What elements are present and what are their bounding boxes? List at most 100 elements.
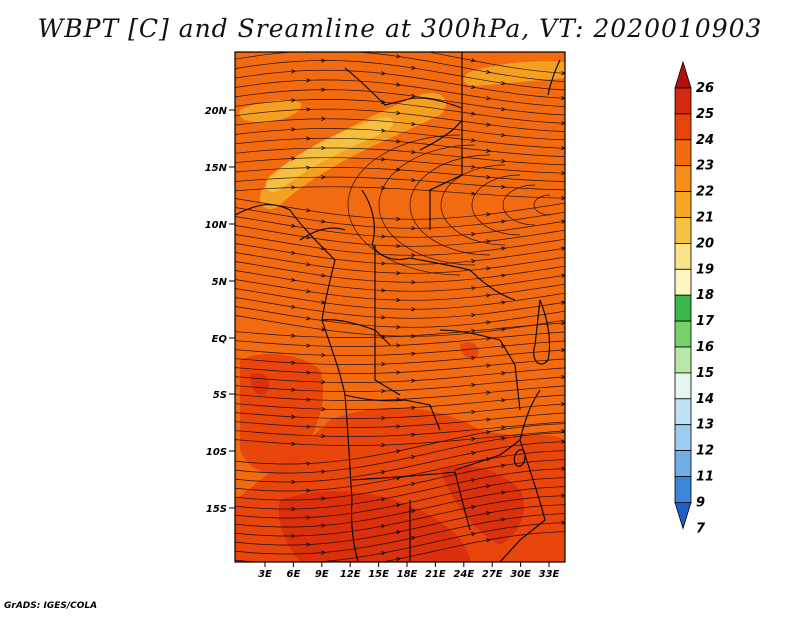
- lon-tick-label: 30E: [510, 569, 531, 580]
- streamline-arrow: [561, 71, 565, 76]
- streamline-arrow: [396, 324, 401, 330]
- colorbar: 26 25 24 23 22 21 20 19 18 17 16 15 14 13 12 11 9 7: [674, 60, 715, 536]
- streamline-arrow: [291, 479, 296, 485]
- streamline-arrow: [306, 165, 311, 170]
- streamline-arrow: [321, 87, 326, 92]
- streamline-arrow: [291, 127, 296, 132]
- streamline-arrow: [501, 371, 506, 376]
- streamline-arrow: [411, 93, 416, 98]
- streamline-arrow: [381, 234, 386, 239]
- map-plot-area: [235, 41, 565, 573]
- streamline-arrow: [471, 232, 476, 237]
- streamline-arrow: [471, 313, 476, 318]
- border-line: [374, 245, 401, 396]
- streamline-curl: [502, 184, 536, 226]
- lat-tick-label: EQ: [212, 334, 228, 345]
- streamline-arrow: [291, 156, 296, 161]
- colorbar-label: 15: [696, 366, 714, 381]
- colorbar-label: 22: [696, 185, 714, 200]
- colorbar-swatch: [674, 165, 692, 192]
- streamline-arrow: [486, 122, 491, 127]
- grads-credit: GrADS: IGES/COLA: [4, 601, 98, 611]
- streamline-arrow: [306, 235, 311, 240]
- lat-tick-label: 15N: [205, 163, 228, 174]
- streamline-arrow: [561, 493, 565, 498]
- streamline-arrow: [291, 41, 295, 45]
- colorbar-label: 17: [696, 314, 715, 329]
- colorbar-swatch: [674, 113, 692, 141]
- colorbar-swatch: [674, 450, 692, 477]
- colorbar-swatch: [674, 191, 692, 218]
- streamline-arrow: [321, 550, 326, 555]
- streamline-arrow: [561, 321, 565, 326]
- streamline-arrow: [306, 424, 311, 429]
- streamline-arrow: [561, 348, 565, 353]
- streamline-arrow: [486, 212, 491, 217]
- streamline-arrow: [486, 511, 491, 516]
- streamline-arrow: [486, 266, 491, 271]
- streamline-arrow: [381, 128, 386, 133]
- streamline-arrow: [501, 425, 506, 430]
- colorbar-swatch: [674, 268, 692, 296]
- streamline-arrow: [471, 478, 476, 483]
- streamline-arrow: [381, 442, 386, 448]
- streamline: [235, 60, 565, 91]
- streamline-arrow: [471, 259, 476, 264]
- streamline: [235, 522, 565, 562]
- streamline-arrow: [486, 390, 491, 395]
- streamline-arrow: [561, 520, 565, 525]
- streamline-arrow: [306, 570, 310, 573]
- lat-tick-label: 10S: [206, 447, 227, 458]
- streamline-arrow: [291, 387, 296, 392]
- streamline-arrow: [291, 185, 296, 190]
- streamline-arrow: [485, 69, 491, 74]
- streamline-arrow: [501, 273, 506, 278]
- streamline-arrow: [306, 208, 311, 213]
- streamline-arrow: [321, 219, 326, 224]
- streamline-arrow: [501, 158, 506, 164]
- streamline-arrow: [411, 482, 416, 487]
- streamline-arrow: [501, 436, 506, 441]
- streamline: [235, 459, 565, 501]
- colorbar-label: 19: [696, 262, 714, 277]
- streamline: [235, 322, 565, 338]
- streamline-arrow: [411, 405, 416, 410]
- streamline-arrow: [561, 375, 565, 380]
- streamline: [235, 69, 565, 99]
- streamline-arrow: [471, 409, 476, 415]
- streamline-arrow: [411, 178, 416, 183]
- streamline-arrow: [561, 273, 565, 278]
- streamline-arrow: [321, 116, 326, 121]
- colorbar-label: 18: [696, 288, 714, 303]
- streamline-arrow: [501, 490, 506, 495]
- streamline-arrow: [411, 351, 416, 356]
- lon-tick-label: 3E: [258, 569, 272, 580]
- streamline: [235, 157, 565, 174]
- streamline-arrow: [561, 121, 565, 126]
- streamline-arrow: [396, 449, 401, 454]
- streamline-arrow: [411, 509, 416, 514]
- streamline-arrow: [561, 171, 565, 176]
- streamline-arrow: [411, 149, 416, 155]
- lon-tick-label: 27E: [482, 569, 503, 580]
- streamline: [235, 288, 565, 310]
- border-line: [235, 204, 359, 562]
- streamline-arrow: [306, 289, 311, 294]
- streamline-arrow: [471, 436, 476, 442]
- streamline-curl: [471, 174, 521, 236]
- streamline: [235, 261, 565, 283]
- streamline-arrow: [381, 315, 386, 320]
- border-line: [419, 119, 463, 151]
- streamline-arrow: [486, 320, 491, 325]
- streamline: [235, 486, 565, 528]
- streamline-arrow: [306, 343, 311, 348]
- streamline-arrow: [396, 557, 401, 562]
- colorbar-label: 14: [696, 392, 714, 407]
- border-line: [344, 67, 463, 109]
- streamline-curl: [409, 154, 491, 256]
- streamline-arrow: [561, 219, 565, 224]
- streamline-arrow: [471, 532, 476, 537]
- streamline-arrow: [396, 82, 401, 87]
- streamline-arrow: [486, 430, 491, 435]
- colorbar-label: 16: [696, 340, 714, 355]
